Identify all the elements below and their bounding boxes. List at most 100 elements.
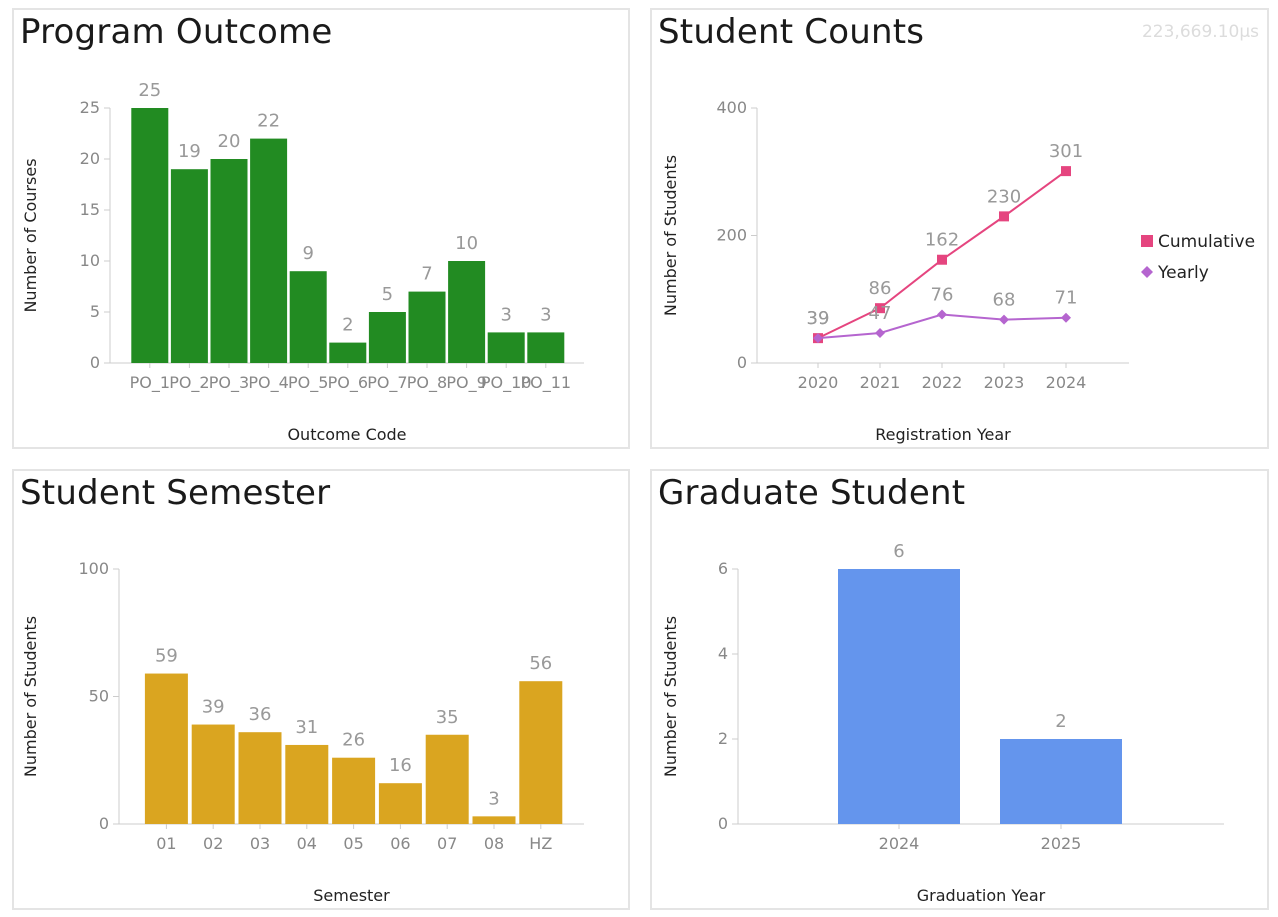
x-tick-label: 03 [250, 834, 270, 853]
x-tick-label: 08 [484, 834, 504, 853]
data-label: 3 [540, 304, 551, 325]
bar [238, 732, 282, 824]
x-tick-label: 2025 [1041, 834, 1082, 853]
data-label: 2 [342, 315, 353, 336]
data-label: 59 [155, 646, 178, 667]
bar [408, 291, 446, 363]
bar [210, 159, 248, 363]
y-tick-label: 100 [78, 559, 109, 578]
x-tick-label: 05 [343, 834, 363, 853]
y-tick-label: 50 [89, 687, 109, 706]
data-label: 6 [893, 541, 904, 562]
y-tick-label: 0 [99, 814, 109, 833]
x-tick-label: PO_4 [248, 373, 288, 393]
x-tick-label: PO_10 [481, 373, 532, 393]
y-tick-label: 400 [716, 98, 747, 117]
x-tick-label: PO_9 [446, 373, 486, 393]
point-marker [937, 254, 947, 265]
program-outcome-panel: Program Outcome 0 5 10 15 20 25 Number of Cour… [12, 8, 630, 449]
point-marker [875, 328, 885, 339]
x-tick-label: 2024 [879, 834, 920, 853]
chart-title: Program Outcome [20, 12, 333, 52]
x-tick-label: PO_11 [520, 373, 571, 393]
x-tick-label: 06 [390, 834, 410, 853]
data-label: 230 [987, 186, 1021, 207]
legend-marker [1141, 235, 1153, 247]
point-marker [999, 211, 1009, 222]
y-axis-title: Number of Courses [21, 158, 40, 312]
x-axis-title: Semester [313, 886, 390, 905]
point-marker [875, 303, 885, 314]
point-marker [999, 314, 1009, 325]
x-tick-label: 01 [156, 834, 176, 853]
legend-label: Yearly [1157, 263, 1209, 283]
x-axis-title: Registration Year [875, 425, 1011, 444]
x-tick-label: 04 [297, 834, 317, 853]
data-label: 76 [931, 285, 954, 306]
x-tick-label: PO_3 [209, 373, 249, 393]
x-tick-label: 02 [203, 834, 223, 853]
data-label: 25 [138, 80, 161, 101]
data-label: 2 [1055, 711, 1066, 732]
data-label: 86 [869, 278, 892, 299]
data-label: 301 [1049, 141, 1083, 162]
data-label: 56 [529, 653, 552, 674]
bar [487, 332, 525, 363]
data-label: 3 [500, 304, 511, 325]
data-label: 39 [807, 308, 830, 329]
y-tick-label: 6 [718, 559, 728, 578]
bar [519, 681, 563, 824]
x-tick-label: PO_1 [130, 373, 170, 393]
bar [131, 108, 169, 363]
data-label: 20 [218, 131, 241, 152]
x-tick-label: 2020 [798, 373, 839, 392]
render-timer: 223,669.10µs [1141, 22, 1259, 42]
data-label: 19 [178, 141, 201, 162]
point-marker [1061, 312, 1071, 323]
bar [144, 673, 188, 824]
x-tick-label: PO_6 [328, 373, 368, 393]
x-tick-label: PO_8 [407, 373, 447, 393]
bar [170, 169, 208, 363]
y-tick-label: 0 [718, 814, 728, 833]
x-tick-label: PO_7 [367, 373, 407, 393]
data-label: 31 [295, 717, 318, 738]
y-tick-label: 10 [80, 251, 100, 270]
data-label: 47 [869, 303, 892, 324]
data-label: 22 [257, 111, 280, 132]
bar [368, 312, 406, 363]
bar [191, 724, 235, 824]
chart-title: Student Semester [20, 473, 331, 513]
data-label: 26 [342, 730, 365, 751]
y-axis-title: Number of Students [661, 616, 680, 777]
x-tick-label: HZ [529, 834, 552, 853]
data-label: 7 [421, 264, 432, 285]
legend-marker [1141, 266, 1153, 278]
y-tick-label: 4 [718, 644, 728, 663]
data-label: 162 [925, 230, 959, 251]
data-label: 10 [455, 233, 478, 254]
legend-label: Cumulative [1158, 232, 1255, 252]
x-tick-label: 2021 [860, 373, 901, 392]
x-axis-title: Outcome Code [287, 425, 406, 444]
y-axis-title: Number of Students [661, 155, 680, 316]
student-counts-chart: 0 200 400 Number of Students Registration Ye… [661, 98, 1255, 444]
data-label: 71 [1055, 288, 1078, 309]
x-axis-title: Graduation Year [917, 886, 1046, 905]
y-tick-label: 0 [90, 353, 100, 372]
bar [527, 332, 565, 363]
bar [285, 744, 329, 824]
x-tick-label: PO_2 [169, 373, 209, 393]
student-semester-panel: Student Semester 0 50 100 Number of Student… [12, 469, 630, 910]
data-label: 39 [807, 308, 830, 329]
point-marker [1061, 166, 1071, 177]
y-tick-label: 2 [718, 729, 728, 748]
y-axis-title: Number of Students [21, 616, 40, 777]
bar [448, 261, 486, 363]
x-tick-label: 07 [437, 834, 457, 853]
data-label: 16 [389, 755, 412, 776]
data-label: 3 [488, 788, 499, 809]
bar [838, 569, 960, 824]
bar [472, 816, 516, 824]
